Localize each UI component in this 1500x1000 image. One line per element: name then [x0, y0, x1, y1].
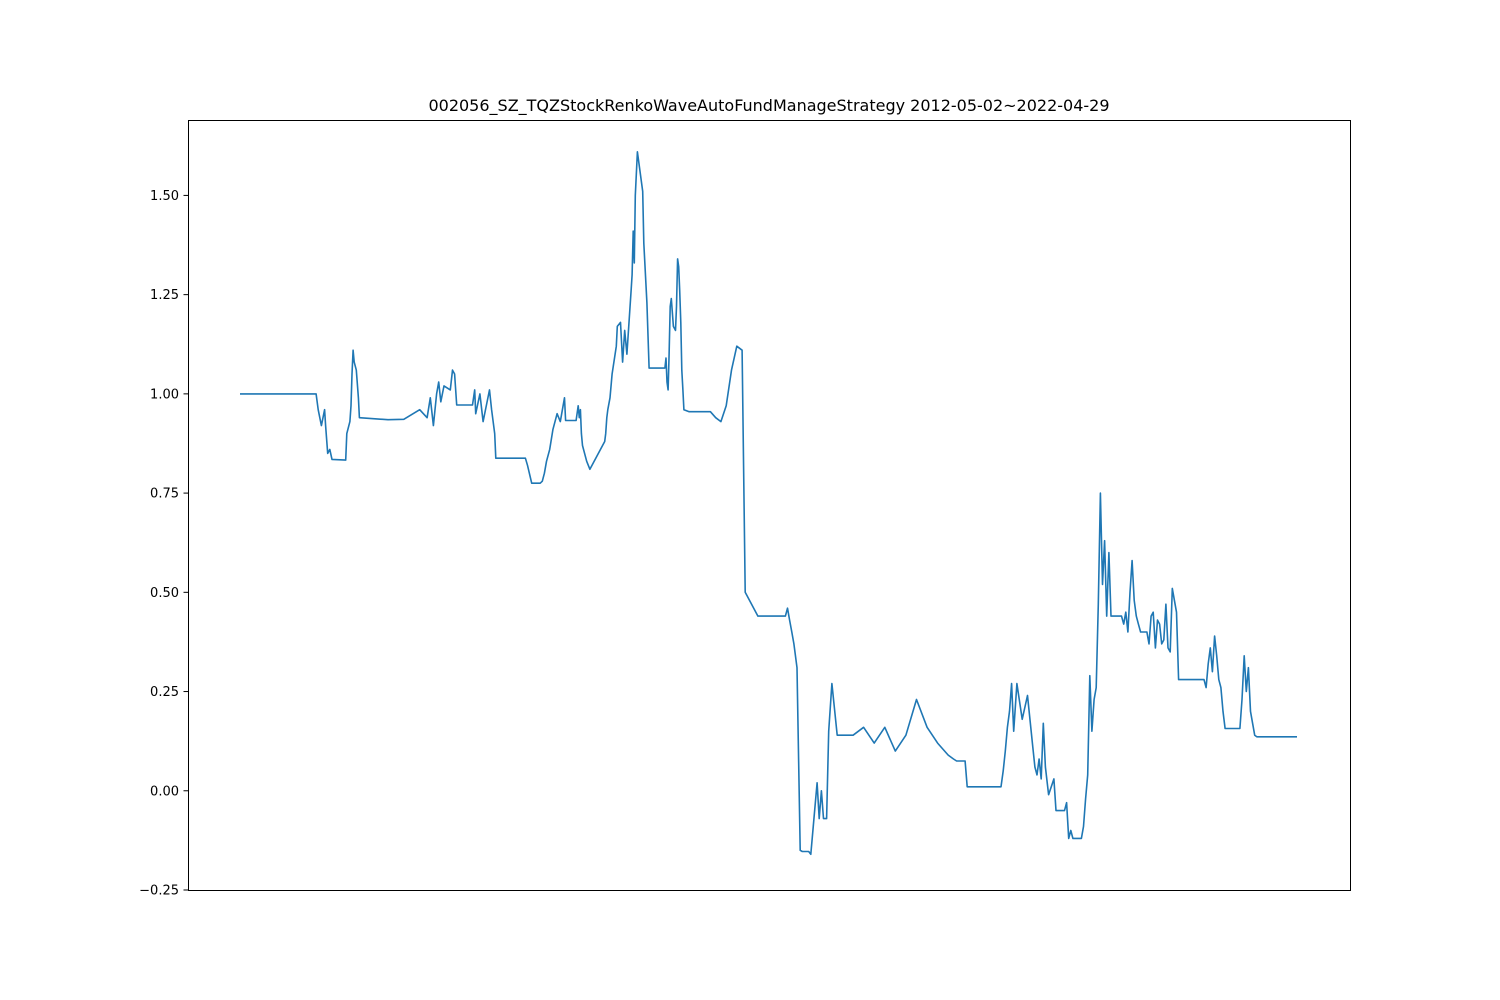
- series-line: [240, 151, 1297, 856]
- series-group: [240, 151, 1297, 856]
- y-tick-label: 1.25: [150, 288, 179, 303]
- y-tick-label: 0.50: [150, 586, 179, 601]
- y-tick-label: 1.00: [150, 387, 179, 402]
- y-tick-label: 0.25: [150, 685, 179, 700]
- y-tick-label: 0.75: [150, 487, 179, 502]
- y-axis-ticks: −0.25 0.00 0.25 0.50 0.75 1.00 1.25 1.50: [139, 189, 188, 899]
- plot-frame: [188, 120, 1351, 891]
- y-tick-label: 0.00: [150, 784, 179, 799]
- chart-title: 002056_SZ_TQZStockRenkoWaveAutoFundManag…: [428, 96, 1109, 116]
- y-tick-label: 1.50: [150, 189, 179, 204]
- y-tick-label: −0.25: [139, 884, 179, 899]
